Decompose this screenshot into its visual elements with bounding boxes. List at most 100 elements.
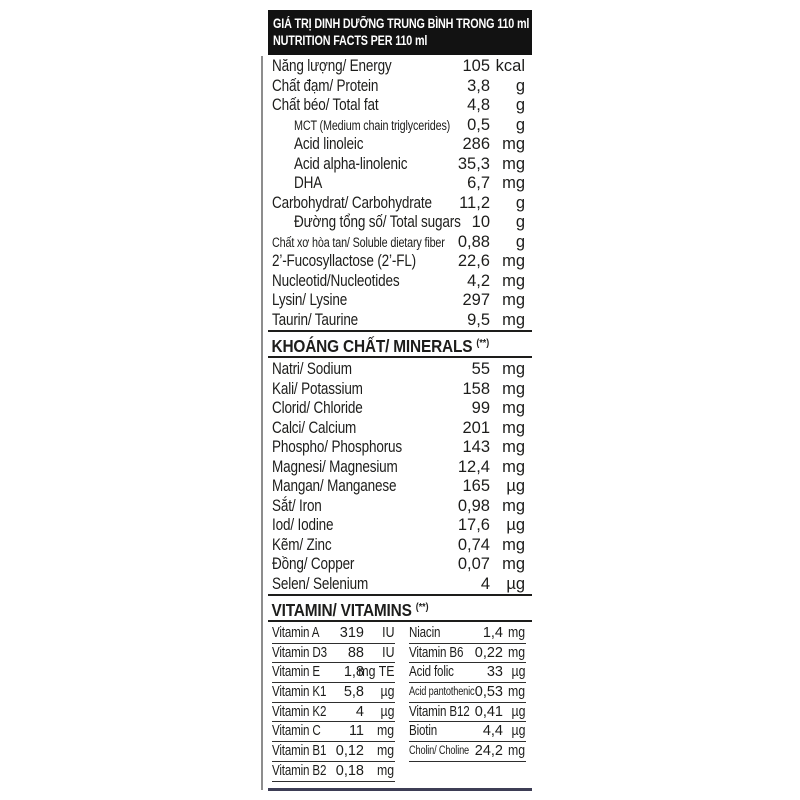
vitamin-value: 4,4 (482, 723, 503, 740)
vitamin-value: 4 (355, 703, 364, 720)
nutrient-label: Carbohydrat/ Carbohydrate (272, 193, 432, 212)
header-title-vietnamese: GIÁ TRỊ DINH DƯỠNG TRUNG BÌNH TRONG 110 … (273, 16, 530, 31)
vitamin-value: 319 (339, 625, 364, 641)
nutrition-facts-header: GIÁ TRỊ DINH DƯỠNG TRUNG BÌNH TRONG 110 … (268, 10, 532, 55)
mineral-label: Selen/ Selenium (272, 574, 369, 593)
nutrient-label: Đường tổng số/ Total sugars (294, 213, 461, 231)
mineral-label: Mangan/ Manganese (272, 477, 397, 495)
vitamin-label: Vitamin B6 (409, 644, 464, 661)
vitamin-label: Vitamin B12 (409, 703, 470, 720)
vitamin-value: 11 (348, 723, 364, 740)
vitamin-unit: mg (507, 625, 525, 641)
vitamin-label: Vitamin C (272, 723, 321, 740)
nutrient-row: 2’-Fucosyllactose (2’-FL) 22,6 mg (268, 252, 532, 272)
nutrition-facts-label: GIÁ TRỊ DINH DƯỠNG TRUNG BÌNH TRONG 110 … (268, 10, 532, 791)
mineral-value: 0,07 (457, 555, 490, 573)
mineral-unit: mg (502, 379, 525, 398)
nutrient-unit: kcal (495, 57, 525, 75)
minerals-footnote-marker: (**) (476, 338, 490, 349)
nutrient-row: Nucleotid/Nucleotides 4,2 mg (268, 272, 532, 292)
mineral-row: Kali/ Potassium 158 mg (268, 380, 532, 400)
vitamin-label: Acid pantothenic (409, 686, 475, 699)
nutrient-label: Chất đạm/ Protein (272, 76, 379, 95)
nutrient-label: Acid alpha-linolenic (294, 154, 408, 173)
nutrient-unit: g (515, 76, 525, 95)
nutrient-row: Chất xơ hòa tan/ Soluble dietary fiber 0… (268, 233, 532, 253)
nutrient-row: Acid alpha-linolenic 35,3 mg (268, 155, 532, 175)
vitamin-label: Vitamin B1 (272, 743, 327, 760)
nutrient-label: Nucleotid/Nucleotides (272, 271, 400, 290)
nutrient-label: Chất xơ hòa tan/ Soluble dietary fiber (272, 234, 445, 250)
vitamin-value: 0,18 (335, 762, 364, 779)
vitamins-footnote-marker: (**) (415, 602, 429, 613)
vitamin-value: 0,12 (335, 743, 364, 760)
mineral-row: Calci/ Calcium 201 mg (268, 419, 532, 439)
mineral-row: Sắt/ Iron 0,98 mg (268, 497, 532, 517)
nutrient-unit: g (515, 96, 525, 114)
vitamin-value: 24,2 (474, 743, 503, 760)
nutrient-row: Taurin/ Taurine 9,5 mg (268, 311, 532, 331)
nutrient-label: Lysin/ Lysine (272, 291, 348, 309)
vitamin-row: Vitamin A 319 IU (272, 624, 395, 644)
nutrient-label: Taurin/ Taurine (272, 310, 359, 329)
mineral-label: Magnesi/ Magnesium (272, 457, 398, 476)
mineral-value: 12,4 (457, 457, 490, 476)
mineral-value: 0,98 (457, 496, 490, 515)
nutrient-value: 3,8 (467, 76, 490, 95)
mineral-row: Natri/ Sodium 55 mg (268, 360, 532, 380)
vitamin-label: Vitamin B2 (272, 762, 327, 779)
mineral-label: Kali/ Potassium (272, 379, 363, 398)
vitamin-row: Acid folic 33 µg (409, 663, 526, 684)
vitamin-value: 0,41 (474, 703, 503, 720)
mineral-value: 17,6 (457, 516, 490, 534)
vitamin-row: Acid pantothenic 0,53 mg (409, 683, 526, 703)
mineral-unit: µg (506, 516, 525, 534)
nutrient-row: DHA 6,7 mg (268, 174, 532, 194)
nutrient-row: Năng lượng/ Energy 105 kcal (268, 57, 532, 77)
nutrient-value: 4,2 (467, 271, 490, 290)
mineral-row: Iod/ Iodine 17,6 µg (268, 516, 532, 536)
mineral-value: 55 (471, 360, 490, 378)
vitamin-row: Vitamin E 1,8 mg TE (272, 663, 395, 684)
vitamin-label: Niacin (409, 625, 441, 641)
vitamins-column-right: Niacin 1,4 mg Vitamin B6 0,22 mg Acid fo… (409, 624, 526, 782)
vitamin-unit: mg (376, 723, 394, 740)
mineral-row: Clorid/ Chloride 99 mg (268, 399, 532, 419)
vitamin-unit: mg (507, 684, 525, 701)
vitamin-label: Acid folic (409, 664, 454, 681)
vitamin-label: Vitamin K2 (272, 703, 327, 720)
mineral-label: Iod/ Iodine (272, 516, 334, 534)
nutrient-value: 4,8 (467, 96, 490, 114)
vitamin-value: 88 (347, 644, 364, 661)
vitamins-column-left: Vitamin A 319 IU Vitamin D3 88 IU Vitami… (272, 624, 395, 782)
mineral-label: Clorid/ Chloride (272, 399, 363, 417)
nutrient-value: 9,5 (467, 310, 490, 329)
vitamin-value: 0,22 (474, 644, 503, 661)
nutrient-row: Acid linoleic 286 mg (268, 135, 532, 155)
mineral-row: Mangan/ Manganese 165 µg (268, 477, 532, 497)
mineral-label: Natri/ Sodium (272, 360, 352, 378)
nutrient-value: 6,7 (467, 174, 490, 192)
nutrient-unit: mg (502, 291, 525, 309)
vitamin-unit: µg (380, 684, 394, 701)
vitamin-unit: mg (376, 743, 394, 760)
nutrient-unit: mg (502, 154, 525, 173)
mineral-unit: mg (502, 496, 525, 515)
mineral-unit: mg (502, 555, 525, 573)
vitamin-row: Vitamin D3 88 IU (272, 644, 395, 664)
nutrient-value: 22,6 (457, 252, 490, 270)
vitamin-label: Cholin/ Choline (409, 745, 469, 758)
mineral-row: Đồng/ Copper 0,07 mg (268, 555, 532, 575)
vitamin-row: Vitamin C 11 mg (272, 722, 395, 743)
mineral-value: 201 (462, 418, 490, 437)
nutrient-value: 35,3 (457, 154, 490, 173)
vitamin-label: Vitamin D3 (272, 644, 327, 661)
mineral-value: 165 (462, 477, 490, 495)
mineral-value: 99 (471, 399, 490, 417)
vitamin-label: Vitamin A (272, 625, 320, 641)
mineral-row: Phospho/ Phosphorus 143 mg (268, 438, 532, 458)
nutrient-row: Đường tổng số/ Total sugars 10 g (268, 213, 532, 233)
vitamin-label: Biotin (409, 723, 438, 740)
nutrient-unit: mg (502, 252, 525, 270)
nutrient-unit: mg (502, 174, 525, 192)
